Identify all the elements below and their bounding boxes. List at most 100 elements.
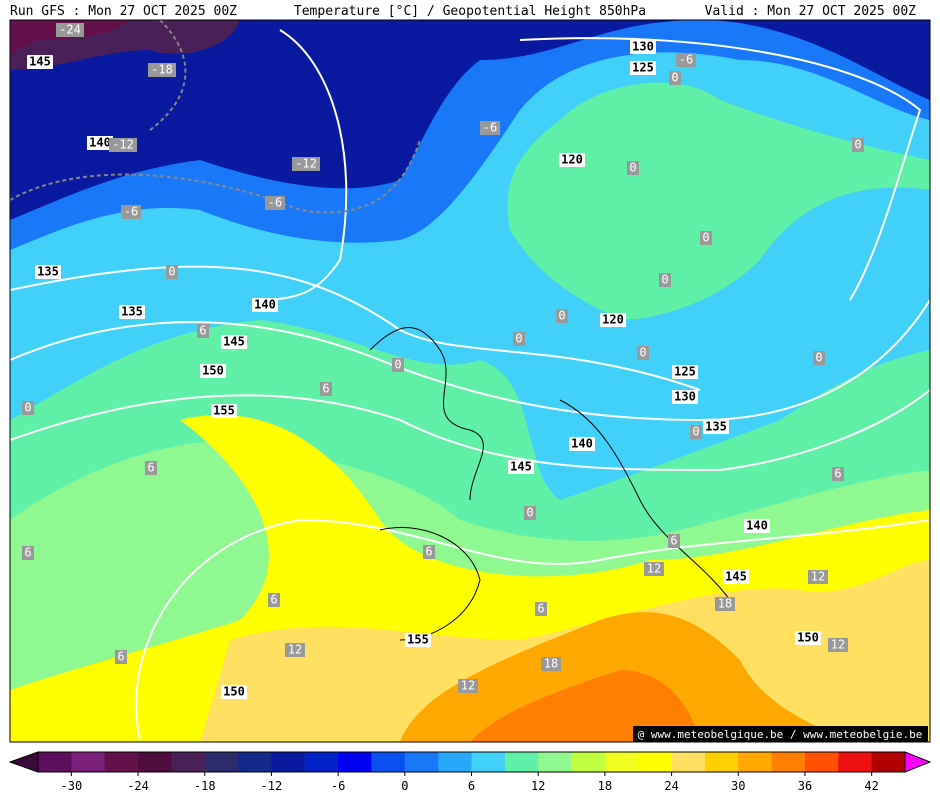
colorbar-swatch (138, 752, 172, 772)
temperature-label-bg (166, 265, 178, 279)
height-label-bg (703, 420, 729, 434)
colorbar-tick-label: 0 (401, 779, 408, 793)
height-label: 120 (602, 313, 624, 327)
temperature-label: 6 (117, 650, 124, 664)
temperature-label: 0 (671, 71, 678, 85)
height-label: 150 (223, 685, 245, 699)
temperature-label: -12 (112, 138, 134, 152)
temperature-label: -6 (679, 53, 693, 67)
height-label-bg (119, 305, 145, 319)
temperature-label-bg (715, 597, 735, 611)
temperature-label: 0 (815, 351, 822, 365)
temperature-label: 12 (288, 643, 302, 657)
colorbar-swatch (338, 752, 372, 772)
map-title: Temperature [°C] / Geopotential Height 8… (294, 4, 646, 19)
height-label: 120 (561, 153, 583, 167)
colorbar-tick-label: 30 (731, 779, 745, 793)
colorbar-swatch (538, 752, 573, 772)
colorbar-swatch (404, 752, 439, 772)
temperature-label-bg (669, 71, 681, 85)
temperature-label: -6 (483, 121, 497, 135)
colorbar-swatch (604, 752, 639, 772)
temperature-label: -18 (151, 63, 173, 77)
colorbar-swatch (371, 752, 406, 772)
temperature-label-bg (513, 332, 525, 346)
temperature-label-bg (644, 562, 664, 576)
colorbar-tick-label: 12 (531, 779, 545, 793)
temperature-label-bg (480, 121, 500, 135)
colorbar-tick-label: 6 (468, 779, 475, 793)
height-label: 145 (29, 55, 51, 69)
temperature-label: 0 (526, 506, 533, 520)
map-frame (9, 19, 931, 743)
height-label-bg (630, 40, 656, 54)
temperature-label: 0 (515, 332, 522, 346)
height-label-bg (744, 519, 770, 533)
height-label-bg (559, 153, 585, 167)
temperature-label: 18 (544, 657, 558, 671)
temperature-label: 12 (831, 638, 845, 652)
height-label: 145 (725, 570, 747, 584)
height-label: 155 (213, 404, 235, 418)
temperature-label-bg (832, 467, 844, 481)
colorbar-under (8, 751, 39, 773)
watermark-bg (633, 726, 928, 742)
temperature-label-bg (637, 346, 649, 360)
temperature-label: 6 (322, 382, 329, 396)
colorbar-swatch (704, 752, 739, 772)
height-label-bg (211, 404, 237, 418)
temperature-label-bg (392, 358, 404, 372)
height-label: 130 (632, 40, 654, 54)
height-label-bg (221, 685, 247, 699)
height-label: 135 (705, 420, 727, 434)
temperature-label: 0 (24, 401, 31, 415)
colorbar-swatch (204, 752, 239, 772)
colorbar-swatch (671, 752, 706, 772)
temperature-label: 6 (537, 602, 544, 616)
temperature-label: -24 (59, 23, 81, 37)
temperature-label-bg (700, 231, 712, 245)
temperature-label: -6 (268, 196, 282, 210)
valid-info: Valid : Mon 27 OCT 2025 00Z (705, 4, 916, 19)
height-label-bg (405, 633, 431, 647)
height-label: 135 (37, 265, 59, 279)
temperature-label-bg (423, 545, 435, 559)
colorbar-swatch (38, 752, 72, 772)
colorbar-tick-label: -30 (61, 779, 83, 793)
height-label: 155 (407, 633, 429, 647)
temperature-label: 0 (854, 138, 861, 152)
temperature-label: 6 (199, 324, 206, 338)
temperature-label: 12 (647, 562, 661, 576)
temperature-label-bg (197, 324, 209, 338)
height-label: 125 (632, 61, 654, 75)
temperature-label: 6 (147, 461, 154, 475)
temperature-label-bg (285, 643, 305, 657)
colorbar-swatch (438, 752, 472, 772)
temperature-label-bg (541, 657, 561, 671)
height-label: 125 (674, 365, 696, 379)
temperature-label-bg (659, 273, 671, 287)
temperature-label-bg (56, 23, 84, 37)
temperature-label: 0 (661, 273, 668, 287)
colorbar-swatch (738, 752, 773, 772)
temperature-label: 0 (394, 358, 401, 372)
colorbar-swatch (71, 752, 106, 772)
height-label: 140 (89, 136, 111, 150)
temperature-label-bg (813, 351, 825, 365)
temperature-label-bg (535, 602, 547, 616)
colorbar-tick-label: 18 (598, 779, 612, 793)
temperature-label: 6 (270, 593, 277, 607)
temperature-label: 0 (558, 309, 565, 323)
colorbar-tick-label: 24 (664, 779, 678, 793)
colorbar-tick-label: -6 (331, 779, 345, 793)
height-label-bg (221, 335, 247, 349)
temperature-label: 0 (629, 161, 636, 175)
height-label: 135 (121, 305, 143, 319)
temperature-label-bg (121, 205, 141, 219)
temperature-label: 6 (670, 534, 677, 548)
colorbar-swatch (171, 752, 206, 772)
height-label: 130 (674, 390, 696, 404)
colorbar-tick-label: -12 (261, 779, 283, 793)
height-label: 140 (571, 437, 593, 451)
